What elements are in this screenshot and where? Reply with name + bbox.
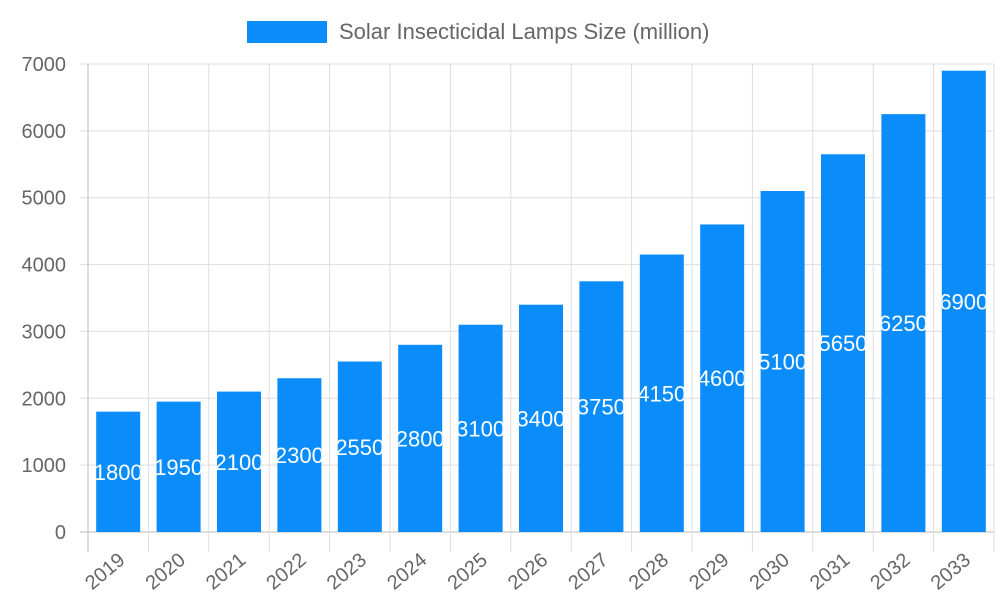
y-tick-label: 4000 [22, 255, 67, 277]
bars [96, 70, 986, 533]
data-label: 2300 [275, 443, 324, 468]
x-tick-label: 2027 [564, 549, 612, 594]
y-tick-label: 3000 [22, 321, 67, 343]
bar-2025[interactable] [458, 324, 503, 532]
x-tick-label: 2032 [866, 549, 914, 594]
bar-2024[interactable] [398, 344, 443, 532]
bar-2029[interactable] [700, 224, 745, 532]
x-tick-label: 2033 [927, 549, 975, 594]
data-label: 1950 [154, 455, 203, 480]
y-tick-label: 2000 [22, 388, 67, 410]
bar-2028[interactable] [639, 254, 684, 533]
x-tick-label: 2021 [202, 549, 250, 594]
bar-2033[interactable] [941, 70, 986, 532]
y-tick-label: 0 [55, 522, 66, 544]
data-label: 6250 [879, 311, 928, 336]
data-label: 4150 [637, 381, 686, 406]
data-label: 2550 [335, 435, 384, 460]
bar-2030[interactable] [760, 191, 805, 532]
x-axis: 2019 2020 2021 2022 2023 2024 2025 2026 2027 2028… [81, 549, 975, 594]
y-tick-label: 7000 [22, 54, 67, 76]
data-labels: 1800 1950 2100 2300 2550 2800 3100 3400 3750 4150… [94, 289, 988, 485]
x-tick-label: 2028 [625, 549, 673, 594]
x-tick-label: 2022 [262, 549, 310, 594]
bar-2031[interactable] [821, 154, 865, 532]
x-tick-label: 2030 [746, 549, 794, 594]
bar-2020[interactable] [156, 401, 201, 532]
data-label: 1800 [94, 460, 143, 485]
bar-2022[interactable] [277, 378, 322, 532]
y-axis: 0 1000 2000 3000 4000 5000 6000 7000 [22, 54, 67, 544]
x-tick-label: 2025 [444, 549, 492, 594]
bar-2032[interactable] [881, 114, 926, 533]
x-tick-label: 2023 [323, 549, 371, 594]
bar-2027[interactable] [579, 281, 624, 532]
data-label: 6900 [939, 289, 988, 314]
data-label: 2100 [215, 450, 264, 475]
data-label: 5650 [819, 331, 868, 356]
x-tick-label: 2024 [383, 549, 431, 594]
x-tick-label: 2026 [504, 549, 552, 594]
legend-swatch [247, 21, 327, 43]
bar-2021[interactable] [217, 391, 261, 532]
data-label: 4600 [698, 366, 747, 391]
bar-2023[interactable] [337, 361, 382, 532]
x-tick-label: 2020 [142, 549, 190, 594]
data-label: 3400 [517, 406, 566, 431]
legend-label: Solar Insecticidal Lamps Size (million) [339, 19, 709, 44]
grid [80, 63, 995, 552]
bar-2026[interactable] [519, 304, 563, 532]
y-tick-label: 1000 [22, 455, 67, 477]
y-tick-label: 5000 [22, 188, 67, 210]
data-label: 3100 [456, 416, 505, 441]
bar-2019[interactable] [96, 411, 141, 532]
data-label: 3750 [577, 395, 626, 420]
data-label: 2800 [396, 426, 445, 451]
data-label: 5100 [758, 350, 807, 375]
legend[interactable]: Solar Insecticidal Lamps Size (million) [247, 19, 709, 44]
x-tick-label: 2019 [81, 549, 129, 594]
y-tick-label: 6000 [22, 121, 67, 143]
x-tick-label: 2029 [685, 549, 733, 594]
x-tick-label: 2031 [806, 549, 854, 594]
